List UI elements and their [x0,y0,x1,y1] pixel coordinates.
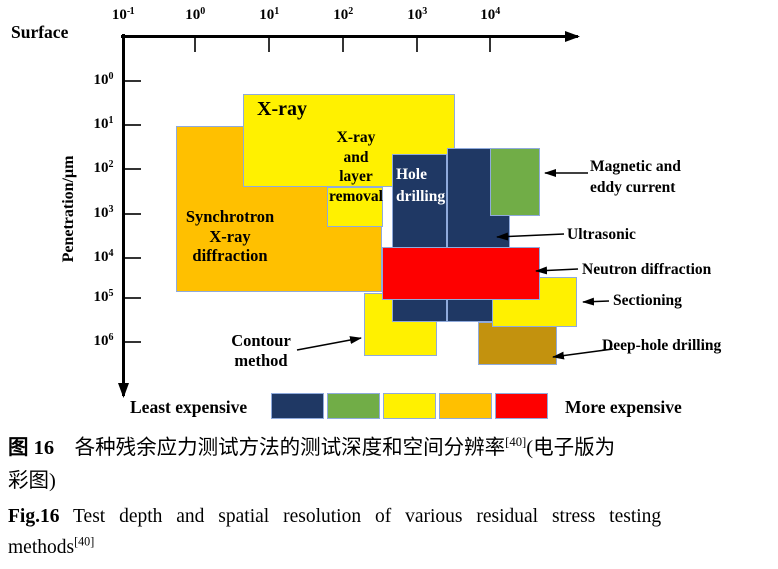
x-tick-label-4-exp: 3 [422,6,427,17]
magnetic-eddy-label: Magnetic and eddy current [590,156,681,198]
y-tick-label-6-exp: 6 [108,332,114,343]
x-tick-label-0: 10-1 [111,6,135,24]
synchrotron-label-line: X-ray [209,226,251,246]
x-tick-label-2-exp: 1 [274,6,279,17]
axes-and-arrows-overlay [118,31,614,398]
chart-area: Surface Penetration/μm X-ray X-ray and laye… [11,6,721,419]
x-tick-label-5-exp: 4 [495,6,500,17]
xray-label: X-ray [257,97,307,121]
legend-least-expensive-label: Least expensive [130,397,248,417]
neutron-label: Neutron diffraction [582,259,711,280]
caption-english: Fig.16 Test depth and spatial resolution… [8,501,776,563]
sectioning-label: Sectioning [613,290,682,311]
x-tick-label-3: 102 [333,6,353,24]
xray-layer-removal-label: X-ray and layer removal [246,128,466,206]
y-tick-label-1: 101 [93,115,114,133]
contour-label: Contour method [151,331,371,371]
y-tick-label-2: 102 [93,159,114,177]
contour-label-line: method [234,351,288,370]
caption-zh-part-0: 图 16 [8,437,55,459]
y-tick-label-2-exp: 2 [108,159,114,170]
contour-label-line: Contour [231,331,291,350]
y-tick-label-0: 100 [93,71,114,89]
hole-drilling-label-line: drilling [396,188,446,205]
y-tick-label-5-exp: 5 [108,288,114,299]
ultrasonic-label: Ultrasonic [567,224,636,245]
xray-layer-removal-box [327,187,383,227]
caption-en-part-4: [40] [74,534,95,549]
y-tick-label-5: 105 [93,288,114,306]
y-tick-label-4-exp: 4 [108,248,114,259]
caption-zh-part-5: 彩图) [8,470,56,492]
synchrotron-label-line: Synchrotron [185,207,275,226]
legend-swatch-green [327,393,380,419]
caption-zh-part-1: 各种残余应力测试方法的测试深度和空间分辨率 [54,437,506,459]
magnetic-eddy-current-box [490,148,540,216]
caption-en-part-0: Fig.16 [8,506,60,527]
legend-swatch-yellow [383,393,436,419]
caption-zh-part-2: [40] [505,435,527,450]
hole-drilling-label: Hole drilling [396,164,445,208]
x-tick-label-4: 103 [407,6,427,24]
xray-layer-removal-label-line: and [343,148,369,166]
sectioning-arrow [582,297,610,306]
y-tick-label-6: 106 [93,332,114,350]
x-tick-label-5: 104 [480,6,500,24]
x-tick-label-1-exp: 0 [200,6,205,17]
legend-swatch-navy [271,393,324,419]
x-tick-label-0-exp: -1 [126,6,135,17]
neutron-label-line: Neutron diffraction [582,261,712,278]
x-tick-label-2: 101 [259,6,279,24]
y-tick-label-0-exp: 0 [108,71,114,82]
neutron-diffraction-box [382,247,540,300]
synchrotron-label-line: diffraction [192,246,268,265]
legend-more-expensive-label: More expensive [565,397,682,417]
xray-layer-removal-label-line: removal [329,187,383,205]
deep-hole-label-line: Deep-hole drilling [602,337,722,354]
caption-zh-part-3: (电子版为 [526,437,616,459]
y-tick-label-3-exp: 3 [108,204,114,215]
synchrotron-label: Synchrotron X-ray diffraction [120,207,340,266]
surface-label: Surface [11,22,69,42]
xray-layer-removal-label-line: layer [339,168,373,185]
x-tick-label-3-exp: 2 [348,6,353,17]
caption-en-part-3: methods [8,537,75,558]
magnetic-eddy-label-line: eddy current [590,179,676,196]
xray-layer-removal-label-line: X-ray [336,129,376,146]
y-tick-label-4: 104 [93,248,114,266]
sectioning-label-line: Sectioning [613,292,682,309]
legend-swatch-orange [439,393,492,419]
magnetic-eddy-label-line: Magnetic and [590,158,681,175]
legend-swatch-red [495,393,548,419]
caption-en-part-1: Test depth and spatial resolution of var… [59,506,662,527]
neutron-arrow [535,266,579,275]
x-tick-label-1: 100 [185,6,205,24]
deep-hole-label: Deep-hole drilling [602,335,721,356]
y-tick-label-1-exp: 1 [108,115,114,126]
xray-label-line: X-ray [257,98,307,120]
y-tick-label-3: 103 [93,204,114,222]
caption-chinese: 图 16 各种残余应力测试方法的测试深度和空间分辨率[40](电子版为彩图) [8,432,776,498]
hole-drilling-label-line: Hole [396,166,427,183]
deep-hole-drilling-box [478,322,557,365]
ultrasonic-label-line: Ultrasonic [567,226,636,243]
